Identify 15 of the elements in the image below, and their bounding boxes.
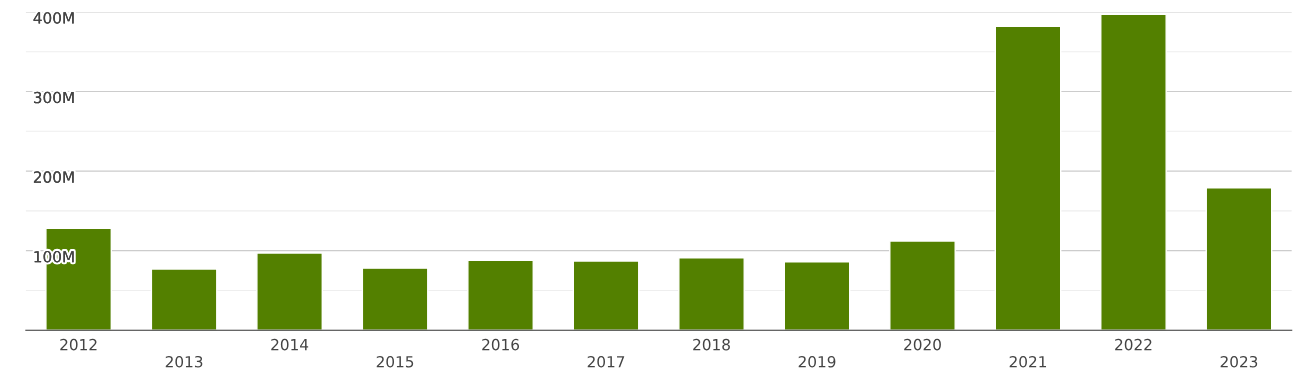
- y-tick-label: 300M: [33, 91, 74, 104]
- x-tick-label: 2015: [376, 355, 414, 368]
- y-tick-label: 200M: [33, 171, 74, 183]
- x-tick-label: 2013: [165, 355, 203, 368]
- x-tick-label: 2017: [587, 355, 625, 368]
- x-tick-label: 2012: [60, 338, 97, 351]
- x-tick-label: 2021: [1009, 355, 1047, 368]
- x-tick-label: 2018: [693, 338, 730, 351]
- x-tick-label: 2022: [1115, 338, 1152, 351]
- x-tick-label: 2019: [798, 355, 836, 368]
- x-tick-label: 2020: [904, 338, 941, 351]
- y-tick-label: 400M: [33, 12, 74, 24]
- x-tick-label: 2023: [1220, 355, 1258, 368]
- x-tick-label: 2014: [271, 338, 309, 351]
- x-tick-label: 2016: [482, 338, 520, 351]
